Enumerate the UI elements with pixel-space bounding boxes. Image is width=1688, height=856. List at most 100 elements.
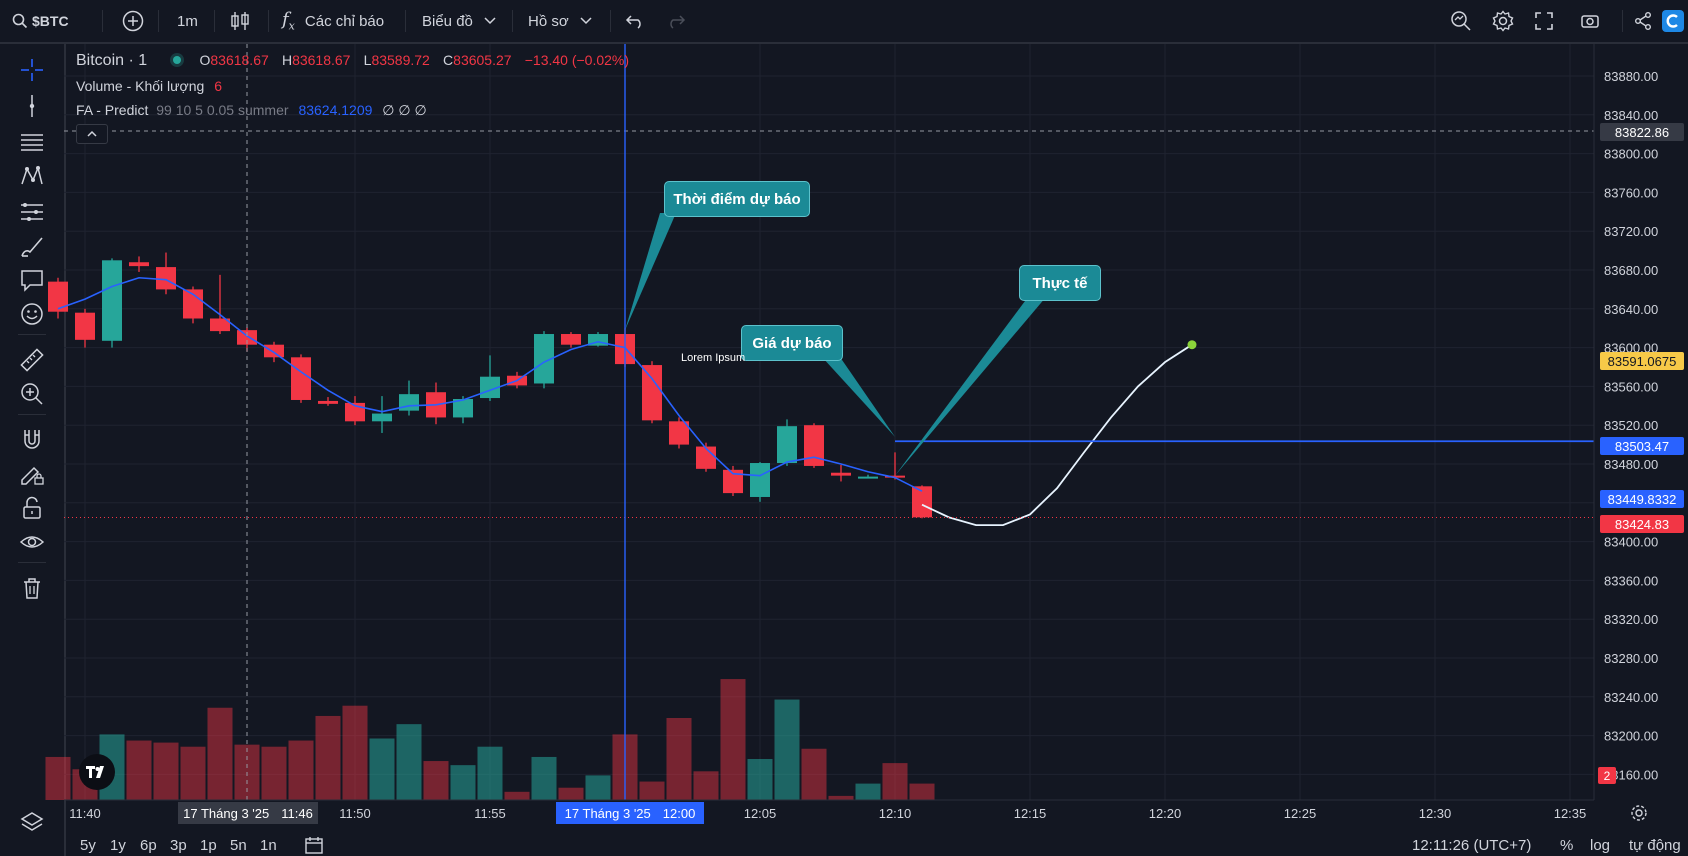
candle-body[interactable] xyxy=(399,394,419,411)
crosshair-price-tag: 83822.86 xyxy=(1600,123,1684,141)
candle-body[interactable] xyxy=(534,334,554,384)
candle-body[interactable] xyxy=(453,399,473,418)
range-button-1[interactable]: 1y xyxy=(110,836,126,854)
app-logo[interactable] xyxy=(1662,0,1684,42)
drawing-toolbar xyxy=(0,44,66,856)
actual-callout[interactable]: Thực tế xyxy=(1019,265,1101,301)
percent-toggle[interactable]: % xyxy=(1560,836,1574,854)
symbol-search-button[interactable]: $BTC xyxy=(12,0,69,42)
candle-body[interactable] xyxy=(885,475,905,478)
candle-style-button[interactable] xyxy=(230,0,250,42)
range-button-4[interactable]: 1p xyxy=(200,836,217,854)
pattern-icon xyxy=(21,165,43,185)
forecast-end-dot[interactable] xyxy=(1187,340,1197,350)
fa-predict-legend[interactable]: FA - Predict 99 10 5 0.05 summer 83624.1… xyxy=(76,102,427,119)
candle-body[interactable] xyxy=(156,267,176,290)
axis-settings-button[interactable] xyxy=(1630,804,1648,827)
lock-drawings-tool[interactable] xyxy=(16,494,48,522)
fibonacci-icon xyxy=(21,203,43,221)
indicators-button[interactable]: fx Các chỉ báo xyxy=(282,0,384,42)
chart-layout-button[interactable]: Biểu đồ xyxy=(422,0,497,42)
camera-icon xyxy=(1581,15,1599,28)
candle-body[interactable] xyxy=(318,400,338,404)
candle-body[interactable] xyxy=(75,312,95,340)
volume-bar xyxy=(180,746,206,800)
crosshair-tool[interactable] xyxy=(16,56,48,84)
interval-button[interactable]: 1m xyxy=(177,12,198,30)
time-tick-label: 12:05 xyxy=(744,806,777,821)
zoom-tool[interactable] xyxy=(16,380,48,408)
candle-body[interactable] xyxy=(831,472,851,476)
candle-body[interactable] xyxy=(183,289,203,319)
candle-body[interactable] xyxy=(48,281,68,312)
candle-body[interactable] xyxy=(102,260,122,341)
auto-scale-toggle[interactable]: tự động xyxy=(1629,836,1681,854)
lorem-text-label[interactable]: Lorem Ipsum xyxy=(681,352,746,364)
range-button-5[interactable]: 5n xyxy=(230,836,247,854)
crosshair-time-label-a: 17 Tháng 3 '25 11:46 xyxy=(178,802,318,824)
forecast-time-callout[interactable]: Thời điểm dự báo xyxy=(664,181,810,217)
date-range-button[interactable] xyxy=(304,834,324,856)
candle-body[interactable] xyxy=(777,426,797,464)
symbol-name[interactable]: Bitcoin · 1 xyxy=(76,52,148,69)
volume-legend[interactable]: Volume - Khối lượng 6 xyxy=(76,78,222,94)
pattern-tool[interactable] xyxy=(16,162,48,190)
share-button[interactable] xyxy=(1633,0,1653,42)
candle-body[interactable] xyxy=(642,365,662,421)
measure-tool[interactable] xyxy=(16,346,48,374)
last-price-tag: 83424.83 xyxy=(1600,515,1684,533)
quick-search-button[interactable] xyxy=(1450,0,1472,42)
fib-tool[interactable] xyxy=(16,198,48,226)
candle-body[interactable] xyxy=(561,334,581,345)
stay-drawing-tool[interactable] xyxy=(16,460,48,488)
range-button-0[interactable]: 5y xyxy=(80,836,96,854)
candle-body[interactable] xyxy=(588,334,608,346)
fullscreen-button[interactable] xyxy=(1534,0,1554,42)
timezone-clock[interactable]: 12:11:26 (UTC+7) xyxy=(1412,836,1532,854)
compare-symbol-button[interactable] xyxy=(122,0,144,42)
range-button-2[interactable]: 6p xyxy=(140,836,157,854)
price-tick-label: 83160.00 xyxy=(1604,767,1658,782)
settings-button[interactable] xyxy=(1492,0,1514,42)
brush-tool[interactable] xyxy=(16,232,48,260)
trend-line-icon xyxy=(29,95,35,117)
range-button-3[interactable]: 3p xyxy=(170,836,187,854)
fa-predict-line[interactable] xyxy=(57,276,923,492)
candle-body[interactable] xyxy=(669,421,689,445)
candle-body[interactable] xyxy=(291,357,311,400)
hide-drawings-tool[interactable] xyxy=(16,528,48,556)
search-chart-icon xyxy=(1451,11,1471,31)
text-tool[interactable] xyxy=(16,266,48,294)
candle-body[interactable] xyxy=(858,476,878,479)
candle-body[interactable] xyxy=(723,469,743,494)
magnet-tool[interactable] xyxy=(16,426,48,454)
snapshot-button[interactable] xyxy=(1580,0,1600,42)
time-tick-label: 11:55 xyxy=(474,806,506,821)
channel-tool[interactable] xyxy=(16,128,48,156)
range-button-6[interactable]: 1n xyxy=(260,836,277,854)
candle-body[interactable] xyxy=(237,330,257,345)
candle-body[interactable] xyxy=(750,463,770,497)
volume-bar xyxy=(369,738,395,800)
undo-button[interactable] xyxy=(625,0,645,42)
forecast-line[interactable] xyxy=(921,343,1193,527)
profile-button[interactable]: Hồ sơ xyxy=(528,0,593,42)
candle-body[interactable] xyxy=(264,344,284,358)
trend-line-tool[interactable] xyxy=(16,92,48,120)
crosshair-date-b: 17 Tháng 3 '25 xyxy=(564,805,651,821)
candle-body[interactable] xyxy=(912,486,932,518)
candle-body[interactable] xyxy=(129,262,149,267)
candle-body[interactable] xyxy=(372,413,392,422)
collapse-legend-button[interactable] xyxy=(76,124,108,144)
tradingview-logo[interactable] xyxy=(79,754,115,790)
forecast-price-callout[interactable]: Giá dự báo xyxy=(741,325,843,361)
candle-body[interactable] xyxy=(210,318,230,332)
candle-body[interactable] xyxy=(696,446,716,469)
redo-button[interactable] xyxy=(666,0,686,42)
log-toggle[interactable]: log xyxy=(1590,836,1611,854)
emoji-tool[interactable] xyxy=(16,300,48,328)
object-tree-tool[interactable] xyxy=(16,808,48,836)
candle-body[interactable] xyxy=(804,425,824,466)
remove-drawings-tool[interactable] xyxy=(16,574,48,602)
